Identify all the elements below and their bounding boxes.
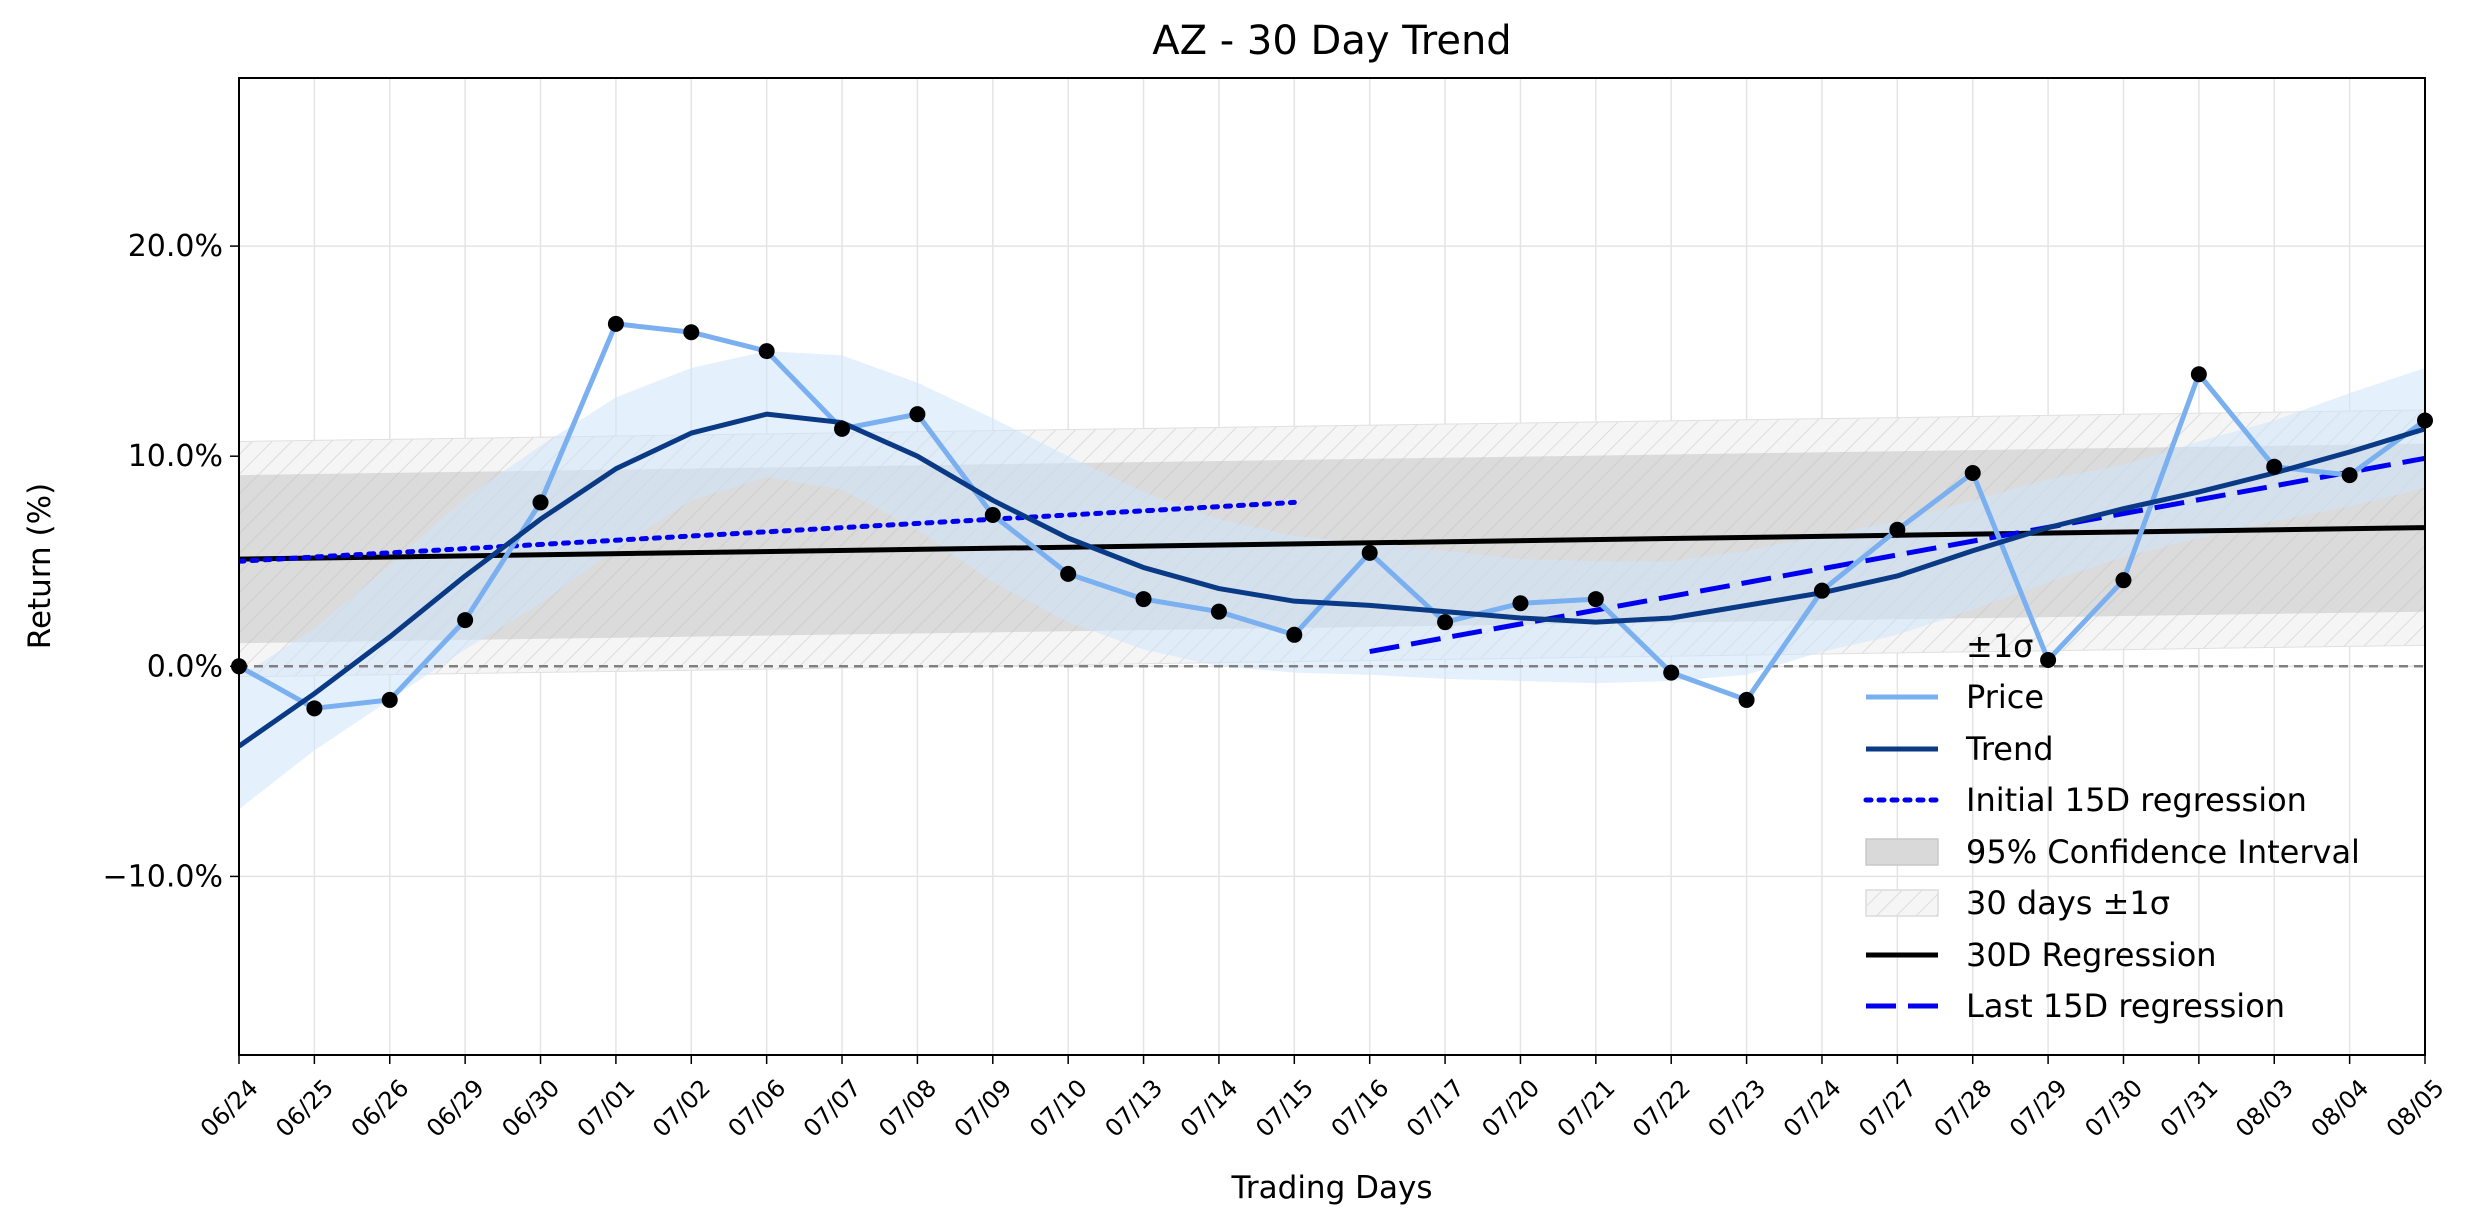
x-tick-label: 07/30 — [2079, 1074, 2148, 1143]
x-tick-label: 07/21 — [1552, 1074, 1621, 1143]
x-tick-label: 07/02 — [647, 1074, 716, 1143]
legend-item: 30D Regression — [1866, 936, 2217, 974]
x-tick-label: 07/27 — [1853, 1074, 1922, 1143]
legend-label: 30 days ±1σ — [1966, 884, 2170, 922]
legend-item: Trend — [1866, 730, 2054, 768]
y-tick-label: −10.0% — [103, 859, 223, 894]
price-point — [1135, 591, 1152, 608]
legend-swatch — [1865, 889, 1939, 917]
x-tick-label: 07/22 — [1627, 1074, 1696, 1143]
price-point — [2266, 458, 2283, 475]
price-point — [1437, 614, 1454, 631]
x-tick-label: 07/29 — [2004, 1074, 2073, 1143]
x-tick-label: 06/29 — [421, 1074, 490, 1143]
legend-label: Price — [1966, 678, 2044, 716]
price-point — [683, 324, 700, 341]
price-point — [306, 700, 323, 717]
legend-item: Price — [1866, 678, 2044, 716]
initial-15d-regression-line — [239, 499, 1297, 564]
x-tick-label: 07/31 — [2155, 1074, 2224, 1143]
price-point — [2341, 467, 2358, 484]
price-point — [984, 507, 1001, 524]
price-point — [607, 315, 624, 332]
x-tick-label: 07/09 — [949, 1074, 1018, 1143]
legend-label: 30D Regression — [1966, 936, 2217, 974]
x-tick-label: 06/30 — [496, 1074, 565, 1143]
price-point — [1587, 591, 1604, 608]
legend-swatch — [1865, 838, 1939, 866]
chart-title: AZ - 30 Day Trend — [1152, 18, 1511, 64]
legend-label: Last 15D regression — [1966, 987, 2285, 1025]
y-tick-label: 0.0% — [147, 649, 223, 684]
x-tick-label: 07/08 — [873, 1074, 942, 1143]
price-point — [1738, 691, 1755, 708]
x-axis-label: Trading Days — [1231, 1170, 1433, 1206]
y-axis: −10.0% 0.0% 10.0% 20.0% — [103, 229, 239, 894]
x-tick-label: 07/13 — [1100, 1074, 1169, 1143]
price-point — [1060, 565, 1077, 582]
price-point — [1889, 521, 1906, 538]
price-points — [231, 315, 2433, 717]
legend-item: Last 15D regression — [1866, 987, 2285, 1025]
price-point — [1663, 664, 1680, 681]
x-tick-label: 07/06 — [723, 1074, 792, 1143]
legend-label: Trend — [1965, 730, 2054, 768]
legend-label: Initial 15D regression — [1966, 781, 2307, 819]
price-line — [239, 321, 2425, 711]
x-tick-label: 07/23 — [1703, 1074, 1772, 1143]
x-tick-label: 07/07 — [798, 1074, 867, 1143]
price-point — [381, 691, 398, 708]
price-point — [2115, 572, 2132, 589]
lines-layer — [239, 321, 2425, 749]
price-point — [758, 343, 775, 360]
price-point — [1813, 582, 1830, 599]
x-tick-label: 07/14 — [1175, 1074, 1244, 1143]
x-tick-label: 07/24 — [1778, 1074, 1847, 1143]
price-point — [1964, 465, 1981, 482]
price-point — [834, 420, 851, 437]
price-point — [2040, 651, 2057, 668]
x-tick-label: 07/28 — [1929, 1074, 1998, 1143]
x-tick-label: 06/24 — [195, 1074, 264, 1143]
price-point — [909, 406, 926, 423]
x-tick-label: 07/16 — [1326, 1074, 1395, 1143]
plot-frame — [238, 77, 2426, 1056]
x-tick-label: 08/03 — [2230, 1074, 2299, 1143]
legend-item: Initial 15D regression — [1863, 781, 2307, 819]
trend-line — [239, 411, 2425, 749]
x-tick-label: 07/01 — [572, 1074, 641, 1143]
x-axis: 06/24 06/25 06/26 06/29 06/30 07/01 07/02 07/06… — [195, 1055, 2450, 1143]
y-axis-label: Return (%) — [22, 483, 58, 649]
x-tick-label: 07/20 — [1476, 1074, 1545, 1143]
x-tick-label: 08/05 — [2381, 1074, 2450, 1143]
price-point — [1512, 595, 1529, 612]
legend-item: ±1σ — [1966, 627, 2033, 665]
x-tick-label: 06/25 — [270, 1074, 339, 1143]
legend-label: 95% Confidence Interval — [1966, 833, 2360, 871]
x-tick-label: 08/04 — [2306, 1074, 2375, 1143]
x-tick-label: 07/10 — [1024, 1074, 1093, 1143]
x-tick-label: 07/17 — [1401, 1074, 1470, 1143]
y-tick-label: 10.0% — [128, 439, 223, 474]
price-point — [1361, 544, 1378, 561]
regression-30d-line — [239, 525, 2425, 562]
x-tick-label: 07/15 — [1250, 1074, 1319, 1143]
legend-item: 95% Confidence Interval — [1865, 833, 2360, 871]
x-tick-label: 06/26 — [346, 1074, 415, 1143]
price-point — [532, 494, 549, 511]
trend-band — [239, 351, 2425, 810]
legend: ±1σ Price Trend Initial 15D regression 95% C… — [1863, 627, 2360, 1025]
legend-item: 30 days ±1σ — [1865, 884, 2170, 922]
price-point — [457, 612, 474, 629]
price-point — [1286, 626, 1303, 643]
y-tick-label: 20.0% — [128, 229, 223, 264]
price-point — [2190, 366, 2207, 383]
bands-layer — [239, 351, 2425, 810]
price-point — [1210, 603, 1227, 620]
legend-label: ±1σ — [1966, 627, 2033, 665]
